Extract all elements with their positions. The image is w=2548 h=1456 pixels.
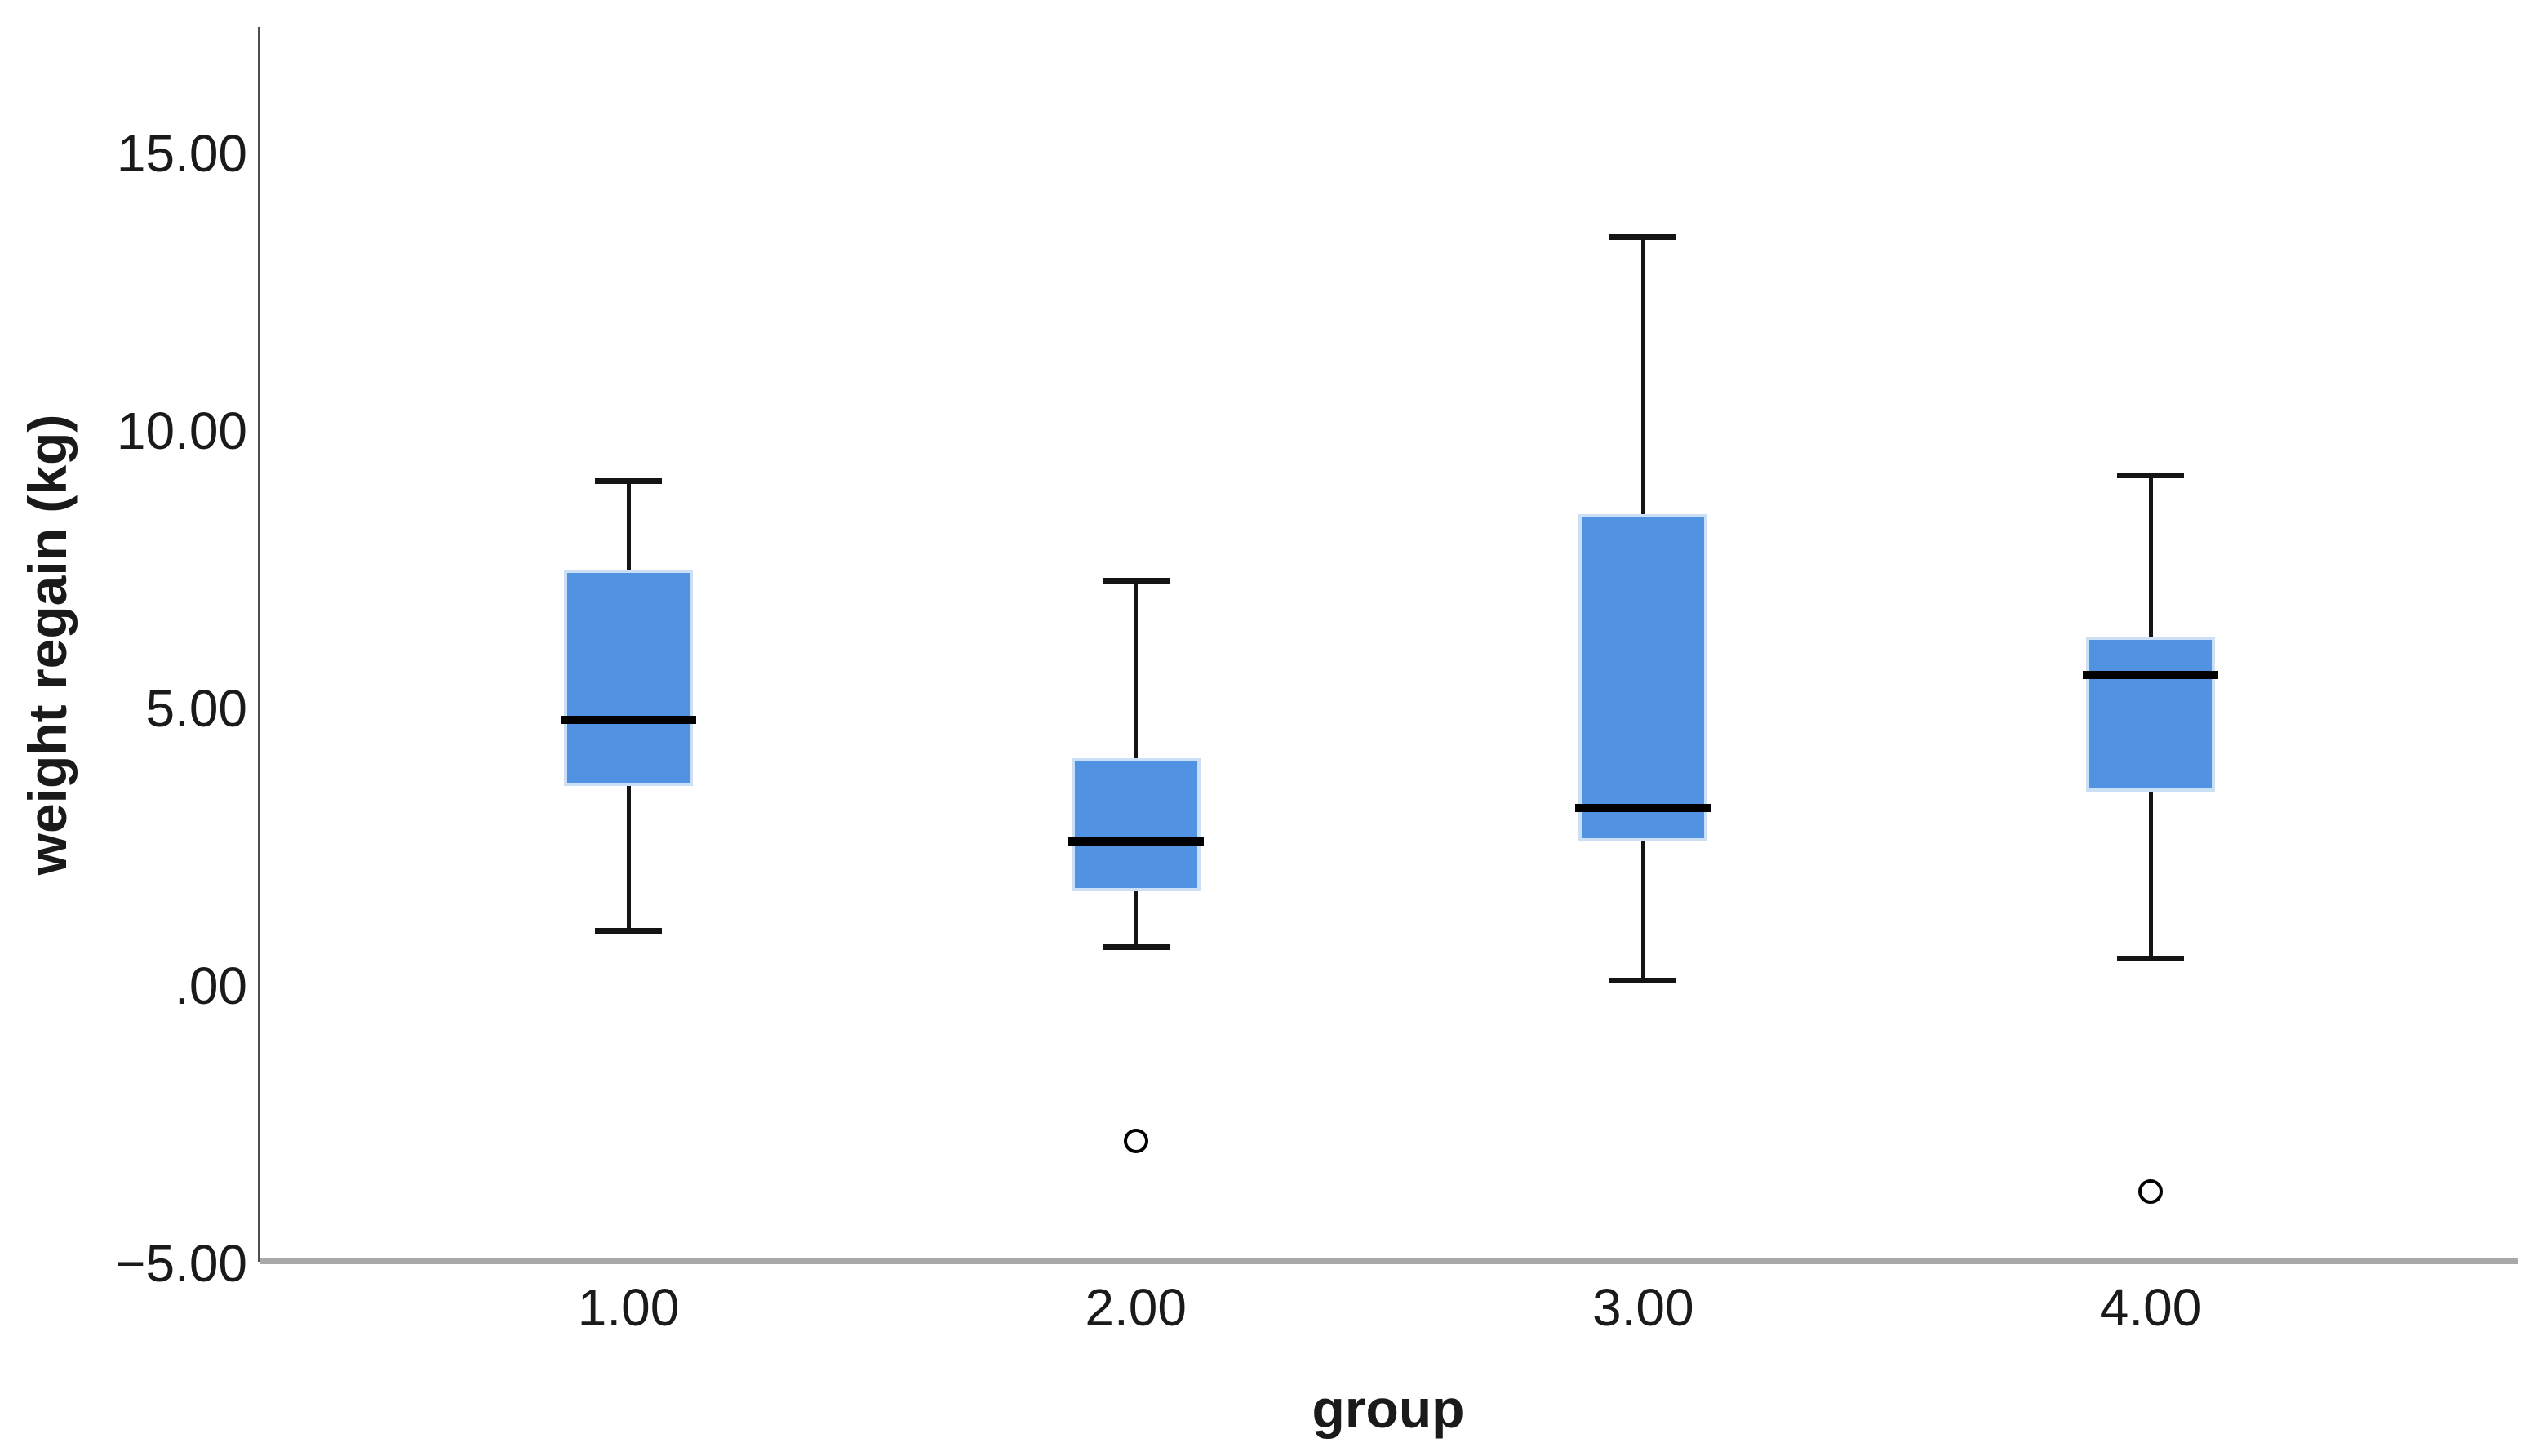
boxplot-box (1071, 758, 1201, 892)
y-axis-title: weight regain (kg) (17, 414, 78, 876)
y-tick-label: .00 (175, 957, 247, 1015)
upper-whisker-line (1640, 237, 1645, 514)
boxplot-box (2086, 636, 2215, 792)
x-axis-title: group (1312, 1378, 1465, 1439)
outlier-point (2138, 1179, 2163, 1204)
x-tick-label: 1.00 (577, 1278, 680, 1337)
lower-whisker-cap (2117, 955, 2184, 961)
upper-whisker-line (2148, 475, 2153, 637)
lower-whisker-line (626, 786, 631, 930)
y-tick-label: 15.00 (116, 124, 247, 183)
outlier-point (1123, 1129, 1148, 1154)
upper-whisker-cap (2117, 472, 2184, 478)
median-line (1068, 837, 1204, 846)
upper-whisker-cap (1102, 578, 1170, 584)
median-line (561, 715, 696, 724)
upper-whisker-line (626, 481, 631, 570)
lower-whisker-line (2148, 792, 2153, 958)
y-tick-label: −5.00 (115, 1234, 247, 1293)
boxplot-box (1578, 514, 1708, 842)
lower-whisker-cap (1609, 977, 1677, 983)
lower-whisker-line (1134, 891, 1139, 948)
upper-whisker-line (1134, 580, 1139, 759)
median-line (2083, 671, 2218, 680)
x-tick-label: 3.00 (1592, 1278, 1694, 1337)
x-tick-label: 2.00 (1085, 1278, 1187, 1337)
x-tick-label: 4.00 (2099, 1278, 2202, 1337)
median-line (1575, 804, 1711, 813)
boxplot-box (564, 570, 693, 787)
y-tick-label: 10.00 (116, 402, 247, 460)
lower-whisker-cap (595, 927, 662, 934)
y-axis-line (258, 27, 260, 1262)
y-tick-label: 5.00 (145, 679, 247, 738)
lower-whisker-cap (1102, 943, 1170, 950)
upper-whisker-cap (1609, 233, 1677, 240)
upper-whisker-cap (595, 477, 662, 484)
lower-whisker-line (1640, 841, 1645, 981)
x-axis-line (260, 1258, 2518, 1264)
